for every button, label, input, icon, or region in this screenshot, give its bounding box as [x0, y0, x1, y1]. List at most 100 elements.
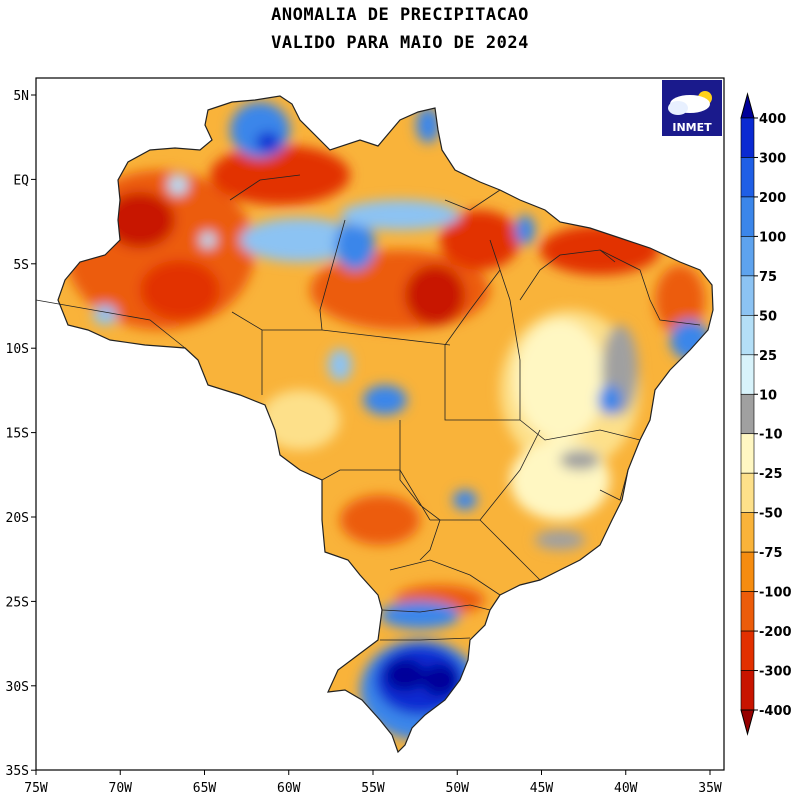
colorbar-bottom-arrow: [740, 709, 755, 736]
colorbar-swatch: [740, 551, 755, 592]
amapa-blue: [416, 107, 440, 143]
longitude-axis: 75W 70W 65W 60W 55W 50W 45W 40W 35W: [24, 770, 722, 796]
east-tip-orange-red: [655, 265, 705, 335]
colorbar-swatch: [740, 196, 755, 237]
colorbar-swatch: [740, 157, 755, 198]
colorbar-swatch: [740, 236, 755, 277]
colorbar-swatch: [740, 117, 755, 158]
y-tick-label: 35S: [6, 764, 29, 779]
inmet-logo: INMET: [662, 80, 722, 136]
roraima-deep-blue: [256, 132, 280, 152]
x-tick-label: 60W: [277, 781, 301, 796]
colorbar-swatch: [740, 433, 755, 474]
state-border-ms: [321, 469, 431, 521]
state-borders: [35, 174, 701, 641]
colorbar-label: -400: [759, 704, 792, 719]
bahia-blue: [598, 385, 622, 415]
state-border-go-mg: [430, 429, 541, 521]
y-tick-label: 5S: [13, 258, 29, 273]
colorbar-swatch: [740, 472, 755, 513]
amazon-positive-band: [240, 218, 360, 262]
x-tick-label: 70W: [109, 781, 133, 796]
southeast-pale-zone: [510, 440, 610, 520]
central-north-strong-negative: [405, 265, 465, 325]
goias-blue: [453, 490, 477, 510]
x-tick-label: 65W: [193, 781, 217, 796]
colorbar-top-arrow: [740, 92, 755, 119]
colorbar: 400 300 200 100 75 50 25 10 -10 -25 -50 -75 -100 -200…: [740, 92, 792, 736]
map-title-line1: ANOMALIA DE PRECIPITACAO: [271, 5, 529, 25]
x-tick-label: 45W: [530, 781, 554, 796]
colorbar-label: 25: [759, 349, 777, 364]
colorbar-label: -100: [759, 586, 792, 601]
am-cyan-patch-2: [200, 232, 216, 248]
colorbar-label: -75: [759, 546, 783, 561]
x-tick-label: 50W: [446, 781, 470, 796]
mg-gray-zone: [535, 530, 585, 550]
colorbar-label: -50: [759, 507, 783, 522]
state-border-ma-pi: [519, 249, 616, 301]
state-border-am-pa: [319, 219, 346, 331]
mt-blue-patch: [363, 385, 407, 415]
colorbar-label: -25: [759, 467, 783, 482]
map-title-line2: VALIDO PARA MAIO DE 2024: [271, 33, 529, 53]
colorbar-swatch: [740, 393, 755, 435]
am-cyan-patch: [168, 175, 188, 195]
state-border-pa-to: [444, 239, 501, 346]
para-red-zone: [440, 210, 520, 270]
colorbar-label: 50: [759, 309, 777, 324]
state-border-acre: [35, 299, 186, 349]
colorbar-swatch: [740, 591, 755, 632]
nw-strong-negative: [105, 192, 175, 248]
country-outline: [57, 95, 714, 754]
rs-navy-core-2: [422, 664, 458, 696]
state-border-am-mt: [231, 311, 451, 346]
state-border-ap-pa: [444, 189, 501, 211]
state-border-es: [599, 469, 629, 501]
y-tick-label: 10S: [6, 342, 29, 357]
north-red-band: [210, 145, 350, 205]
state-border-ba-mg: [519, 419, 641, 441]
santa-catarina-blue: [380, 601, 460, 629]
x-tick-label: 55W: [361, 781, 385, 796]
y-tick-label: 5N: [13, 89, 29, 104]
state-border-pr-sc: [381, 604, 491, 613]
y-tick-label: 20S: [6, 511, 29, 526]
x-tick-label: 35W: [698, 781, 722, 796]
state-border-to: [444, 269, 521, 421]
y-tick-label: 15S: [6, 427, 29, 442]
roraima-blue: [230, 102, 290, 158]
colorbar-label: 200: [759, 191, 786, 206]
colorbar-label: -200: [759, 625, 792, 640]
y-tick-label: 30S: [6, 680, 29, 695]
colorbar-label: 100: [759, 230, 786, 245]
colorbar-swatch: [740, 275, 755, 316]
x-tick-label: 75W: [24, 781, 48, 796]
state-border-sp-mg: [479, 519, 541, 581]
ms-orange-red: [340, 495, 420, 545]
nw-red-zone: [140, 260, 220, 320]
colorbar-label: -10: [759, 428, 783, 443]
rs-navy-core: [385, 659, 425, 691]
y-tick-label: 25S: [6, 595, 29, 610]
colorbar-swatch: [740, 512, 755, 553]
acre-light-blue: [93, 305, 117, 325]
state-border-ce-rn-pb: [599, 249, 701, 326]
state-border-rr: [229, 174, 301, 201]
state-border-pr-sp: [389, 559, 501, 596]
colorbar-label: -300: [759, 665, 792, 680]
cloud-icon-part: [668, 101, 688, 115]
state-border-sc-rs: [380, 637, 471, 641]
x-tick-label: 40W: [614, 781, 638, 796]
y-tick-label: EQ: [13, 173, 29, 188]
east-pale-zone: [515, 320, 605, 440]
logo-text: INMET: [672, 121, 712, 134]
colorbar-swatch: [740, 670, 755, 711]
colorbar-label: 300: [759, 151, 786, 166]
colorbar-swatch: [740, 315, 755, 356]
mt-yellow-zone: [260, 390, 340, 450]
colorbar-swatch: [740, 630, 755, 671]
colorbar-label: 75: [759, 270, 777, 285]
colorbar-label: 10: [759, 388, 777, 403]
